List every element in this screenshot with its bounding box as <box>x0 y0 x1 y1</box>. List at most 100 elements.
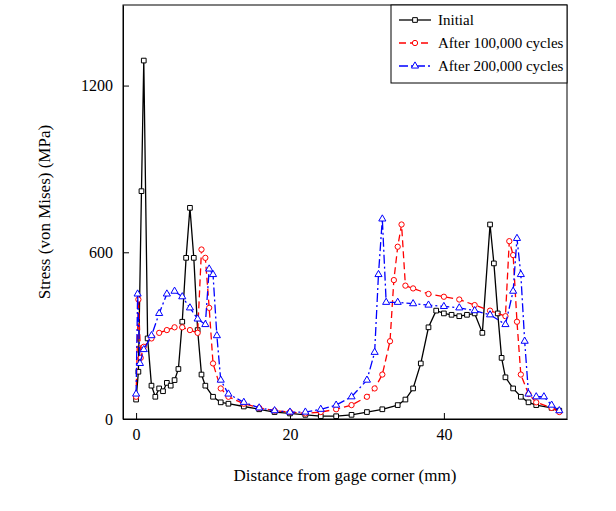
series-marker <box>380 407 385 412</box>
series-marker <box>375 270 382 276</box>
series-marker <box>365 410 370 415</box>
series-marker <box>556 407 563 413</box>
series-marker <box>133 390 140 396</box>
series-marker <box>171 287 178 293</box>
series-marker <box>410 300 417 306</box>
series-marker <box>164 327 169 332</box>
series-marker <box>517 270 524 276</box>
y-tick: 1200 <box>81 77 129 94</box>
series-marker <box>140 345 147 351</box>
series-marker <box>363 376 370 382</box>
series-marker <box>425 301 432 307</box>
x-tick-label: 20 <box>282 426 298 443</box>
series-marker <box>426 291 431 296</box>
series-marker <box>153 394 158 399</box>
series-marker <box>191 256 196 261</box>
series-marker <box>391 277 396 282</box>
series-marker <box>457 314 462 319</box>
legend-box <box>391 5 567 83</box>
series-marker <box>210 361 215 366</box>
y-tick-label: 600 <box>89 244 113 261</box>
x-axis: 0 20 40 <box>124 413 568 443</box>
series-marker <box>418 361 423 366</box>
y-tick-label: 0 <box>105 411 113 428</box>
series-marker <box>441 294 446 299</box>
series-marker <box>525 390 532 396</box>
series-marker <box>399 222 404 227</box>
series-marker <box>349 402 354 407</box>
x-tick-label: 0 <box>133 426 141 443</box>
legend-item: After 200,000 cycles <box>399 58 564 74</box>
series <box>133 215 563 414</box>
series-marker <box>172 325 177 330</box>
series-marker <box>194 315 201 321</box>
series-marker <box>206 265 213 271</box>
series-marker <box>465 312 470 317</box>
legend-item: Initial <box>399 12 474 28</box>
series-marker <box>218 400 223 405</box>
x-axis-line <box>124 419 568 420</box>
series-marker <box>449 312 454 317</box>
series-marker <box>394 298 401 304</box>
series-marker <box>302 408 309 414</box>
series-marker <box>161 389 166 394</box>
series-marker <box>188 205 193 210</box>
y-tick: 600 <box>89 244 129 261</box>
series-marker <box>379 215 386 221</box>
legend-marker <box>412 40 417 45</box>
series-marker <box>286 408 293 414</box>
legend: Initial After 100,000 cycles After 200,000… <box>391 5 567 83</box>
legend-label: Initial <box>438 12 474 28</box>
series-marker <box>533 393 540 399</box>
series-marker <box>203 255 208 260</box>
y-tick-mark <box>123 252 129 253</box>
series-marker <box>211 394 216 399</box>
series-marker <box>492 261 497 266</box>
series-marker <box>426 325 431 330</box>
series-marker <box>403 397 408 402</box>
series-marker <box>195 330 200 335</box>
chart: 0 20 40 0 600 1200 Initial After 100,000 cycles… <box>0 0 616 511</box>
series-marker <box>333 401 340 407</box>
series-marker <box>534 400 539 405</box>
series-marker <box>380 372 385 377</box>
series-marker <box>207 305 212 310</box>
series-marker <box>364 394 369 399</box>
series-marker <box>526 400 531 405</box>
series-marker <box>434 308 439 313</box>
series-line <box>136 219 559 412</box>
series-marker <box>317 405 324 411</box>
x-tick-label: 40 <box>436 426 452 443</box>
x-tick: 0 <box>133 413 141 443</box>
series-marker <box>510 287 517 293</box>
series-marker <box>139 189 144 194</box>
series-marker <box>511 386 516 391</box>
series-marker <box>349 412 354 417</box>
series-marker <box>411 386 416 391</box>
series-marker <box>372 386 377 391</box>
series-marker <box>410 286 415 291</box>
series-marker <box>184 256 189 261</box>
series-marker <box>521 337 528 343</box>
series-marker <box>395 403 400 408</box>
series-marker <box>168 383 173 388</box>
series-marker <box>179 293 186 299</box>
series-marker <box>203 383 208 388</box>
series-marker <box>202 320 209 326</box>
series-marker <box>187 327 192 332</box>
legend-label: After 200,000 cycles <box>438 58 564 74</box>
series-marker <box>540 393 547 399</box>
series-line <box>136 61 559 417</box>
x-tick: 40 <box>436 413 452 443</box>
y-axis: 0 600 1200 <box>81 6 129 428</box>
series-marker <box>226 401 231 406</box>
series-marker <box>240 398 247 404</box>
legend-item: After 100,000 cycles <box>399 35 564 51</box>
y-tick: 0 <box>105 411 129 428</box>
series-marker <box>156 309 163 315</box>
series-marker <box>348 393 355 399</box>
series-marker <box>136 359 143 365</box>
series-marker <box>134 290 141 296</box>
series-marker <box>371 348 378 354</box>
y-tick-mark <box>123 86 129 87</box>
